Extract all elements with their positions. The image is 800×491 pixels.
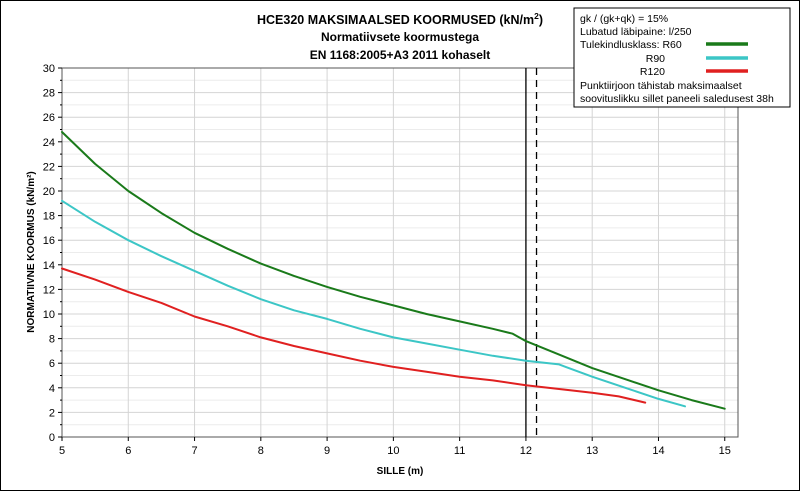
y-tick-label: 4 [49, 383, 55, 395]
x-tick-label: 13 [586, 445, 598, 457]
x-tick-label: 9 [324, 445, 330, 457]
x-axis-ticks: 5 6 7 8 9 10 11 12 13 14 15 [59, 437, 731, 457]
x-tick-label: 14 [652, 445, 664, 457]
y-tick-label: 10 [43, 309, 55, 321]
y-tick-label: 24 [43, 137, 55, 149]
y-tick-label: 0 [49, 432, 55, 444]
series-line-r120 [61, 267, 647, 404]
legend-r60-label: Tulekindlusklass: R60 [580, 39, 682, 51]
y-tick-label: 26 [43, 112, 55, 124]
x-tick-label: 8 [258, 445, 264, 457]
grid-major [62, 68, 738, 437]
x-tick-label: 12 [520, 445, 532, 457]
reference-lines [525, 68, 538, 437]
y-tick-label: 22 [43, 161, 55, 173]
chart-title-superscript: 2 [534, 11, 539, 21]
chart-subtitle-2: EN 1168:2005+A3 2011 kohaselt [310, 48, 490, 62]
chart-title: HCE320 MAKSIMAALSED KOORMUSED (kN/m2) [257, 11, 543, 27]
x-tick-label: 7 [191, 445, 197, 457]
legend-note-line-2: soovituslikku sillet paneeli saledusest … [580, 93, 774, 105]
y-tick-label: 12 [43, 284, 55, 296]
y-tick-label: 14 [43, 260, 55, 272]
y-tick-label: 30 [43, 63, 55, 75]
series-lines [61, 131, 726, 410]
y-tick-label: 16 [43, 235, 55, 247]
y-tick-label: 2 [49, 407, 55, 419]
series-line-r60 [61, 131, 726, 410]
legend-r120-label: R120 [640, 66, 665, 78]
y-tick-label: 28 [43, 88, 55, 100]
legend: gk / (gk+qk) = 15% Lubatud läbipaine: l/… [573, 7, 791, 108]
x-tick-label: 11 [454, 445, 465, 457]
legend-note-line-1: Punktiirjoon tähistab maksimaalset [580, 80, 742, 92]
y-tick-label: 8 [49, 334, 55, 346]
y-axis-title: NORMATIIVNE KOORMUS (kN/m²) [26, 171, 37, 332]
legend-deflection-text: Lubatud läbipaine: l/250 [580, 26, 692, 38]
y-tick-label: 6 [49, 358, 55, 370]
x-tick-label: 10 [387, 445, 399, 457]
x-tick-label: 5 [59, 445, 65, 457]
x-tick-label: 6 [125, 445, 131, 457]
y-tick-label: 20 [43, 186, 55, 198]
x-axis-title: SILLE (m) [377, 466, 424, 477]
legend-ratio-text: gk / (gk+qk) = 15% [580, 13, 668, 25]
series-line-r90 [61, 199, 686, 408]
grid-minor [62, 79, 738, 426]
legend-r90-label: R90 [646, 53, 665, 65]
y-tick-label: 18 [43, 211, 55, 223]
x-tick-label: 15 [719, 445, 731, 457]
legend-box [573, 7, 791, 108]
chart-subtitle-1: Normatiivsete koormustega [321, 30, 479, 44]
